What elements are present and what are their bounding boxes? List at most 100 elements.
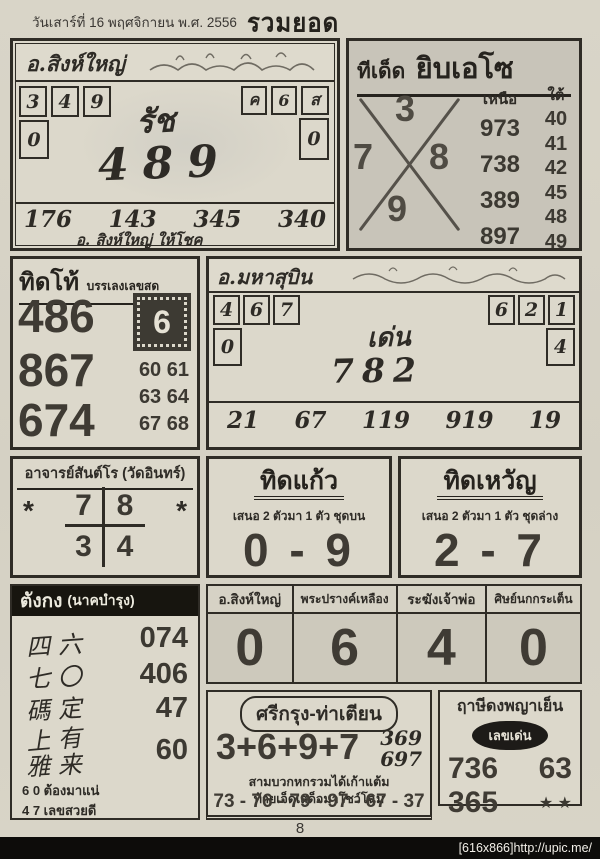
tangkong-note: 4 7 เลขสวยดี — [22, 803, 97, 818]
poem-line: ท้ายเจ็ดเสด็จมาโชว์โฉม — [253, 792, 385, 806]
handwritten-number: 782 — [330, 350, 425, 391]
srikrung-side-number: 369 — [380, 726, 422, 750]
digit-cell: 9 — [83, 86, 111, 117]
four-tips-table: อ.สิงห์ใหญ่ พระปรางค์เหลือง ระฆังเจ้าพ่อ… — [206, 584, 582, 684]
tangkong-number: 47 — [155, 692, 188, 724]
divider — [209, 401, 579, 403]
star-mark: * — [23, 495, 34, 526]
table-header: พระปรางค์เหลือง — [294, 586, 398, 612]
thidwan-box: ทิดเหวัญ เสนอ 2 ตัวมา 1 ตัว ชุดล่าง 2 - … — [398, 456, 582, 578]
char-cell: ส — [301, 86, 329, 115]
grid-digit: 8 — [105, 487, 145, 527]
handwritten-caption: อ. สิงห์ใหญ่ ให้โชค — [76, 231, 203, 249]
cross-digit-right: 8 — [429, 136, 450, 177]
star-mark: * — [176, 495, 187, 526]
tai-value: 48 — [544, 206, 568, 228]
digit-cell: 4 — [546, 328, 575, 366]
singyai-title: อ.สิงห์ใหญ่ — [26, 51, 125, 76]
bottom-number: 345 — [193, 206, 242, 233]
bottom-number: 119 — [361, 407, 410, 434]
digit-cell: 7 — [273, 295, 300, 325]
srikrung-formula: 3+6+9+7 — [216, 726, 360, 767]
nuea-value: 897 — [479, 223, 521, 250]
ruesi-number: 736 — [448, 752, 499, 785]
singyai-header: อ.สิงห์ใหญ่ — [16, 44, 334, 82]
ruesi-number: 365 — [448, 786, 499, 819]
table-header: ศิษย์นกกระเต็น — [494, 591, 573, 606]
cross-digit-top: 3 — [395, 88, 416, 129]
date-line: วันเสาร์ที่ 16 พฤศจิกายน พ.ศ. 2556 — [32, 15, 237, 30]
tangkong-number: 60 — [155, 734, 188, 766]
thidtho-title: ทิดโท้ — [19, 269, 80, 296]
hosting-footer-bar: [616x866]http://upic.me/ — [0, 837, 600, 859]
thidwan-subtitle: เสนอ 2 ตัวมา 1 ตัว ชุดล่าง — [421, 509, 559, 523]
thidwan-title: ทิดเหวัญ — [437, 467, 543, 500]
bottom-number: 176 — [24, 206, 73, 233]
table-header: ระฆังเจ้าพ่อ — [398, 586, 487, 612]
table-header: อ.สิงห์ใหญ่ — [208, 586, 294, 612]
tai-value: 49 — [544, 230, 568, 253]
tangkong-title: ตังกง — [20, 591, 63, 612]
srikrung-side-number: 697 — [380, 747, 422, 771]
digit-cell: 4 — [213, 295, 240, 325]
digit-cell: 1 — [548, 295, 575, 325]
tangkong-note: 6 0 ต้องมาแน่ — [22, 783, 100, 798]
pair-numbers: 60 61 — [138, 359, 189, 381]
quadrant-grid: 7 8 3 4 — [65, 487, 145, 567]
tai-header: ใต้ — [547, 87, 565, 104]
ghost-watermark — [76, 84, 296, 204]
poem-line: สามบวกหกรวมได้เก้าแต้ม — [248, 775, 390, 789]
bottom-number: 19 — [528, 407, 561, 434]
big-number: 486 — [18, 290, 95, 342]
page-number: 8 — [295, 820, 305, 837]
publication-logo: รวมยอด — [247, 8, 340, 39]
srikrung-pairs: 73 - 76 - 79 - 97 - 67 - 37 — [213, 791, 425, 812]
tai-column: ใต้ 40 41 42 45 48 49 — [537, 83, 575, 254]
table-value: 6 — [294, 614, 398, 682]
bottom-number: 340 — [277, 206, 326, 233]
squiggle-doodle — [352, 266, 566, 284]
yibeso-title: ยิบเอโซ — [415, 53, 514, 85]
bottom-number: 143 — [108, 206, 157, 233]
grid-digit: 3 — [65, 527, 105, 567]
divider — [16, 202, 334, 204]
tangkong-number: 074 — [139, 622, 188, 654]
bottom-number: 21 — [227, 407, 260, 434]
grid-digit: 7 — [65, 487, 105, 527]
cross-diagram: 3 7 8 9 — [353, 88, 465, 238]
mahasubin-box: อ.มหาสุบิน 4 6 7 0 6 2 1 4 เด่น 782 21 6… — [206, 256, 582, 450]
nuea-column: เหนือ 973 738 389 897 — [467, 87, 533, 255]
thidkaew-title: ทิดแก้ว — [253, 467, 344, 500]
thidtho-subtitle: บรรเลงเลขสด — [86, 279, 160, 293]
bottom-number: 919 — [445, 407, 494, 434]
char-cell: ค — [241, 86, 267, 115]
pair-numbers: 63 64 — [138, 386, 189, 408]
nuea-value: 738 — [479, 151, 521, 178]
digit-cell: 3 — [19, 86, 47, 117]
cross-digit-bottom: 9 — [387, 188, 408, 229]
nuea-value: 973 — [479, 115, 521, 142]
digit-cell: 2 — [518, 295, 545, 325]
digit-cell: 6 — [488, 295, 515, 325]
yibeso-kicker: ทีเด็ด — [357, 60, 406, 83]
srikrung-box: ศรีกรุง-ท่าเตียน 3+6+9+7 369 697 สามบวกห… — [206, 690, 432, 820]
digit-cell: 4 — [51, 86, 79, 117]
nuea-header: เหนือ — [482, 91, 518, 108]
yibeso-box: ทีเด็ด ยิบเอโซ 3 7 8 9 เหนือ 973 738 389… — [346, 38, 582, 254]
digit-cell: 0 — [213, 328, 242, 366]
big-number: 867 — [18, 344, 95, 396]
mahasubin-title: อ.มหาสุบิน — [217, 265, 313, 289]
stamp-digit: 6 — [137, 297, 187, 347]
grid-digit: 4 — [116, 530, 134, 563]
char-cell: 6 — [271, 86, 297, 115]
tangkong-subtitle: (นาคบำรุง) — [67, 592, 135, 608]
digit-cell: 0 — [299, 118, 329, 160]
tai-value: 42 — [544, 157, 568, 179]
tangkong-number: 406 — [139, 658, 188, 690]
table-value: 4 — [398, 614, 487, 682]
nuea-value: 389 — [479, 187, 521, 214]
tangkong-box: ตังกง (นาคบำรุง) 四 六 074 七 〇 406 碼 定 47 … — [10, 584, 200, 820]
cross-digit-left: 7 — [353, 136, 374, 177]
srikrung-title: ศรีกรุง-ท่าเตียน — [240, 696, 398, 732]
